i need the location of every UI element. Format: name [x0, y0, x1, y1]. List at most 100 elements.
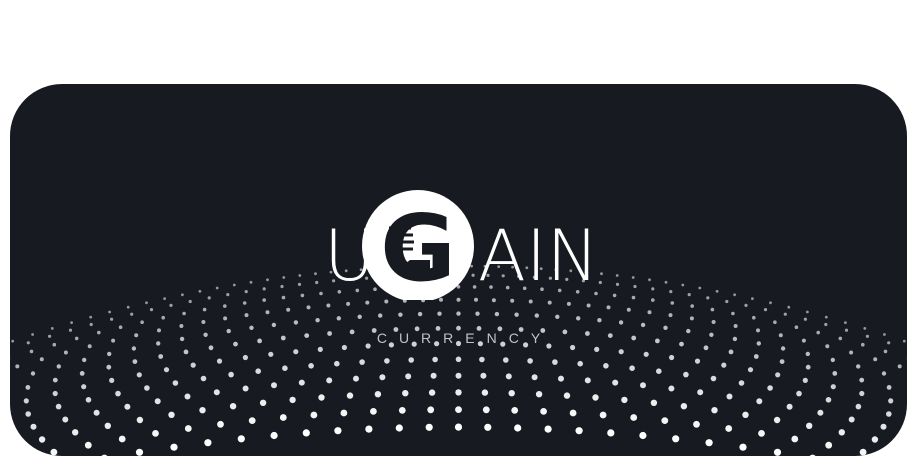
wave-dot: [569, 269, 573, 273]
wave-dot: [693, 420, 700, 428]
wave-dot: [832, 371, 838, 376]
wave-dot: [738, 380, 745, 386]
wave-dot: [615, 274, 619, 277]
wave-dot: [297, 282, 302, 286]
wave-dot: [669, 354, 675, 361]
wave-dot: [575, 427, 583, 435]
wave-dot: [698, 286, 702, 290]
wave-dot: [483, 264, 487, 268]
wave-dot: [633, 284, 637, 289]
wave-dot: [81, 384, 87, 390]
wave-dot: [476, 326, 482, 331]
wave-dot: [398, 407, 406, 414]
logo-tagline: CURRENCY: [376, 330, 553, 346]
wave-dot: [344, 269, 348, 273]
wave-dot: [216, 358, 223, 364]
wave-dot: [346, 301, 351, 306]
wave-dot: [592, 394, 599, 401]
wave-dot: [306, 305, 311, 310]
wave-dot: [584, 270, 588, 274]
wave-dot: [304, 333, 310, 338]
wave-dot: [514, 312, 519, 317]
wave-dot: [540, 287, 544, 291]
wave-dot: [883, 349, 888, 354]
wave-dot: [697, 389, 704, 396]
wave-dot: [79, 371, 85, 376]
wave-dot: [830, 357, 835, 363]
wave-dot: [594, 346, 600, 352]
wave-dot: [824, 322, 828, 327]
wave-dot: [207, 296, 211, 300]
wave-dot: [200, 375, 207, 382]
wave-dot: [353, 375, 359, 382]
wave-dot: [511, 407, 519, 414]
wave-dot: [655, 338, 660, 344]
wave-dot: [233, 341, 238, 347]
wave-dot: [228, 371, 234, 378]
wave-dot: [615, 282, 620, 286]
wave-dot: [548, 276, 553, 280]
wave-dot: [158, 354, 164, 359]
wave-dot: [705, 439, 713, 447]
wave-dot: [554, 268, 558, 271]
wave-dot: [70, 321, 73, 324]
wave-dot: [558, 375, 564, 382]
wave-dot: [873, 357, 878, 362]
wave-dot: [902, 339, 906, 343]
wave-dot: [262, 287, 266, 291]
wave-dot: [52, 342, 57, 347]
wave-dot: [715, 289, 719, 293]
wave-dot: [315, 280, 319, 285]
wave-dot: [806, 422, 813, 429]
wave-dot: [63, 350, 68, 355]
wave-dot: [72, 429, 79, 436]
wave-dot: [393, 327, 399, 332]
wave-dot: [217, 420, 224, 428]
wave-dot: [329, 270, 333, 274]
wave-dot: [108, 310, 111, 314]
wave-dot: [289, 396, 296, 404]
wave-dot: [801, 338, 806, 343]
wave-dot: [703, 345, 709, 351]
wave-dot: [612, 379, 619, 386]
wave-dot: [29, 349, 34, 354]
wave-dot: [456, 297, 461, 302]
wave-dot: [156, 341, 161, 346]
wave-dot: [126, 305, 130, 309]
wave-dot: [669, 290, 673, 294]
wave-dot: [157, 328, 161, 333]
logo-mark: U G AIN: [324, 190, 599, 300]
wave-dot: [130, 312, 134, 316]
wave-dot: [68, 328, 73, 332]
wave-dot: [379, 374, 386, 381]
wave-dot: [510, 298, 515, 303]
wave-dot: [756, 328, 760, 333]
wave-dot: [883, 333, 886, 336]
wave-dot: [280, 335, 286, 341]
wave-dot: [181, 293, 184, 297]
wave-dot: [470, 264, 473, 268]
wave-dot: [298, 379, 305, 386]
wave-dot: [38, 436, 46, 443]
wave-dot: [733, 324, 738, 328]
wave-dot: [317, 346, 323, 352]
wave-dot: [315, 318, 320, 323]
wave-dot: [190, 362, 196, 368]
wave-dot: [39, 357, 44, 362]
wave-dot: [865, 334, 870, 338]
wave-dot: [365, 425, 373, 433]
wave-dot: [226, 328, 231, 334]
wave-dot: [565, 277, 569, 281]
wave-dot: [202, 307, 207, 312]
wave-dot: [888, 398, 894, 404]
wave-dot: [172, 380, 179, 386]
wave-dot: [244, 313, 249, 318]
wave-dot: [179, 324, 184, 328]
wave-dot: [563, 392, 571, 399]
wave-dot: [163, 367, 170, 373]
wave-dot: [298, 274, 302, 277]
wave-dot: [286, 307, 291, 312]
wave-dot: [710, 375, 717, 382]
wave-dot: [455, 340, 462, 347]
wave-dot: [110, 317, 114, 321]
